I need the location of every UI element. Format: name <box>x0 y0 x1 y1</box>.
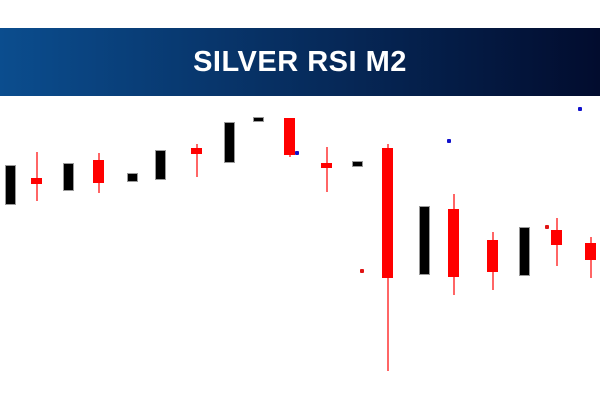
candle-body <box>5 165 16 205</box>
candle-body <box>253 117 264 122</box>
candle-body <box>585 243 596 260</box>
candle-body <box>93 160 104 183</box>
candle-body <box>519 227 530 276</box>
candle-wick <box>36 152 38 201</box>
candle-body <box>551 230 562 245</box>
title-banner: SILVER RSI M2 <box>0 28 600 96</box>
candle-body <box>419 206 430 275</box>
candle-body <box>352 161 363 167</box>
candle-body <box>382 148 393 278</box>
red-signal-2-icon <box>545 225 549 229</box>
candlestick-chart[interactable] <box>0 96 600 400</box>
red-signal-1-icon <box>360 269 364 273</box>
candle-body <box>321 163 332 168</box>
candle-wick <box>326 147 328 192</box>
candle-body <box>487 240 498 272</box>
candle-body <box>284 118 295 155</box>
candle-body <box>224 122 235 163</box>
blue-signal-2-icon <box>447 139 451 143</box>
candle-body <box>127 173 138 182</box>
candle-wick <box>196 144 198 177</box>
candle-body <box>448 209 459 277</box>
candle-body <box>63 163 74 191</box>
candle-body <box>31 178 42 184</box>
blue-signal-3-icon <box>578 107 582 111</box>
page-title: SILVER RSI M2 <box>193 45 407 78</box>
blue-signal-1-icon <box>295 151 299 155</box>
candle-body <box>155 150 166 180</box>
candle-body <box>191 148 202 154</box>
